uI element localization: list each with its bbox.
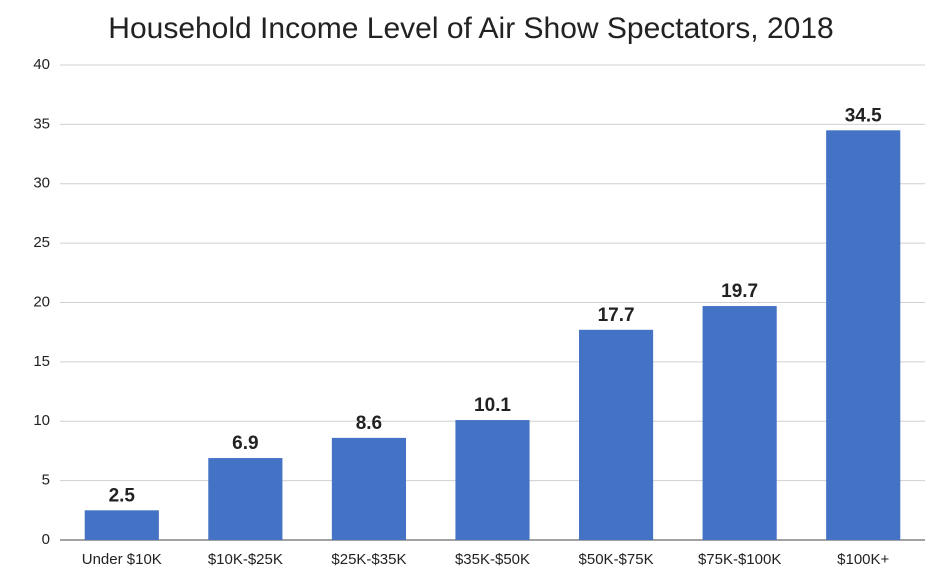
value-label: 19.7 (721, 281, 758, 302)
bar (85, 510, 159, 540)
value-label: 10.1 (474, 395, 511, 416)
chart: Household Income Level of Air Show Spect… (0, 0, 943, 573)
bar (826, 130, 900, 540)
y-tick-label: 30 (33, 175, 50, 192)
value-label: 34.5 (845, 105, 882, 126)
y-tick-label: 25 (33, 234, 50, 251)
y-tick-label: 40 (33, 56, 50, 73)
y-tick-label: 20 (33, 293, 50, 310)
value-label: 2.5 (109, 485, 136, 506)
bar (208, 458, 282, 540)
y-tick-label: 0 (42, 531, 50, 548)
x-tick-label: $25K-$35K (331, 551, 406, 568)
x-tick-label: $10K-$25K (208, 551, 283, 568)
x-tick-label: $100K+ (837, 551, 889, 568)
bar (579, 330, 653, 540)
y-tick-label: 10 (33, 412, 50, 429)
chart-title: Household Income Level of Air Show Spect… (108, 12, 833, 45)
value-label: 6.9 (232, 433, 258, 454)
y-tick-label: 35 (33, 115, 50, 132)
bar (332, 438, 406, 540)
bar (703, 306, 777, 540)
x-tick-label: $35K-$50K (455, 551, 530, 568)
bar (455, 420, 529, 540)
x-tick-label: Under $10K (82, 551, 162, 568)
x-tick-label: $75K-$100K (698, 551, 781, 568)
y-tick-label: 5 (42, 472, 50, 489)
value-label: 8.6 (356, 413, 382, 434)
value-label: 17.7 (598, 305, 635, 326)
y-tick-label: 15 (33, 353, 50, 370)
x-tick-label: $50K-$75K (579, 551, 654, 568)
